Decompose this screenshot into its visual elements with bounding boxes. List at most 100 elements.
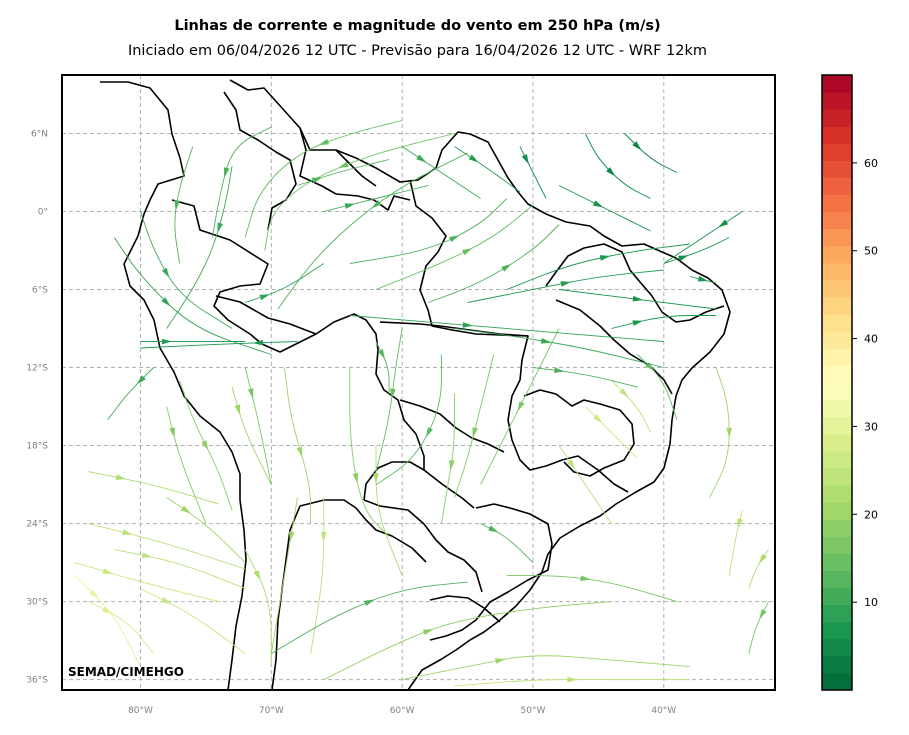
streamline-arrow bbox=[371, 199, 382, 209]
streamline-arrow bbox=[288, 531, 295, 542]
lat-tick-label: 6°S bbox=[32, 286, 48, 296]
brazil-states-southeast bbox=[545, 455, 629, 493]
streamline bbox=[166, 497, 246, 563]
streamline bbox=[270, 497, 298, 654]
streamline-arrow bbox=[448, 235, 460, 243]
streamline bbox=[140, 588, 246, 654]
brazil-states-north bbox=[335, 149, 377, 187]
streamline bbox=[349, 315, 664, 342]
colorbar-band bbox=[822, 177, 852, 196]
streamline bbox=[748, 549, 769, 589]
colorbar-band bbox=[822, 297, 852, 315]
colorbar-band bbox=[822, 570, 852, 588]
streamline bbox=[277, 152, 468, 310]
streamline-arrow bbox=[253, 570, 261, 581]
streamline-arrow bbox=[364, 599, 375, 606]
streamline bbox=[467, 269, 664, 303]
streamline bbox=[375, 204, 534, 290]
colorbar-band bbox=[822, 228, 852, 247]
bolivia-paraguay-border bbox=[363, 499, 483, 593]
streamline bbox=[402, 655, 691, 681]
streamline bbox=[637, 354, 678, 420]
streamline-arrow bbox=[352, 472, 359, 484]
streamline-arrow bbox=[247, 388, 254, 399]
colorbar-band bbox=[822, 433, 852, 452]
colorbar-band bbox=[822, 467, 852, 486]
streamline bbox=[558, 445, 612, 524]
credit-label: SEMAD/CIMEHGO bbox=[68, 665, 184, 679]
streamline-arrow bbox=[102, 568, 114, 574]
streamline-arrow bbox=[495, 658, 506, 664]
streamline-arrow bbox=[102, 606, 113, 614]
lat-tick-label: 36°S bbox=[26, 676, 48, 686]
streamline-arrow bbox=[180, 505, 191, 514]
streamline-arrow bbox=[425, 427, 433, 438]
streamline bbox=[558, 185, 651, 232]
streamline-arrow bbox=[592, 200, 604, 208]
streamline-arrow bbox=[373, 473, 379, 484]
streamline-arrow bbox=[462, 248, 473, 256]
colorbar-tick-label: 30 bbox=[864, 420, 878, 433]
brazil-states-east bbox=[555, 299, 673, 395]
streamline-arrow bbox=[174, 199, 181, 211]
streamline bbox=[283, 367, 312, 524]
streamline-arrow bbox=[449, 459, 455, 471]
streamline-arrow bbox=[390, 388, 396, 400]
colorbar-band bbox=[822, 638, 852, 657]
argentina-border bbox=[299, 499, 427, 563]
colorbar-band bbox=[822, 519, 852, 537]
streamline-arrow bbox=[161, 596, 172, 605]
streamline-arrow bbox=[567, 459, 576, 470]
streamline bbox=[244, 549, 272, 667]
colorbar-tick-label: 20 bbox=[864, 508, 878, 521]
streamline-arrow bbox=[606, 167, 616, 177]
streamline-arrow bbox=[678, 255, 689, 262]
streamline bbox=[140, 211, 233, 329]
gridlines bbox=[62, 75, 775, 690]
chile-argentina bbox=[271, 505, 301, 690]
streamline bbox=[375, 354, 442, 485]
colorbar-band bbox=[822, 262, 852, 281]
wind-streamlines bbox=[74, 120, 769, 687]
streamline bbox=[211, 126, 272, 238]
colorbar-band bbox=[822, 211, 852, 230]
streamline-arrow bbox=[472, 427, 479, 438]
streamline bbox=[428, 224, 560, 303]
streamline-arrow bbox=[223, 167, 230, 178]
colorbar-band bbox=[822, 126, 852, 144]
uruguay-border bbox=[429, 595, 501, 623]
colorbar-band bbox=[822, 348, 852, 366]
streamline-arrow bbox=[758, 553, 767, 564]
streamline-arrow bbox=[580, 575, 591, 582]
streamline-arrow bbox=[416, 154, 427, 163]
colorbar-band bbox=[822, 604, 852, 623]
map-frame bbox=[61, 74, 776, 691]
streamline-arrow bbox=[560, 281, 572, 287]
streamline bbox=[663, 211, 743, 264]
brazil-west-border bbox=[215, 295, 425, 501]
chart-title: Linhas de corrente e magnitude do vento … bbox=[174, 18, 661, 34]
colorbar-band bbox=[822, 587, 852, 606]
streamline-arrow bbox=[217, 222, 224, 234]
colorbar-band bbox=[822, 109, 852, 127]
lat-tick-label: 24°S bbox=[26, 520, 48, 530]
streamline-arrow bbox=[462, 322, 474, 328]
colorbar-band bbox=[822, 75, 852, 93]
streamline-arrow bbox=[554, 367, 565, 374]
streamline-arrow bbox=[377, 349, 385, 360]
longitude-labels: 80°W 70°W 60°W 50°W 40°W bbox=[128, 706, 676, 716]
streamline-arrow bbox=[318, 138, 330, 146]
streamline-arrow bbox=[344, 203, 356, 209]
colorbar-band bbox=[822, 672, 852, 691]
streamline-arrow bbox=[619, 388, 629, 398]
streamline-arrow bbox=[115, 474, 127, 480]
streamline bbox=[375, 445, 403, 576]
streamline bbox=[166, 406, 207, 524]
streamline-arrow bbox=[161, 267, 170, 279]
colorbar-band bbox=[822, 450, 852, 469]
colorbar-band bbox=[822, 553, 852, 571]
lon-tick-label: 40°W bbox=[651, 706, 676, 716]
colorbar-tick-label: 50 bbox=[864, 245, 878, 258]
streamline bbox=[271, 581, 468, 654]
